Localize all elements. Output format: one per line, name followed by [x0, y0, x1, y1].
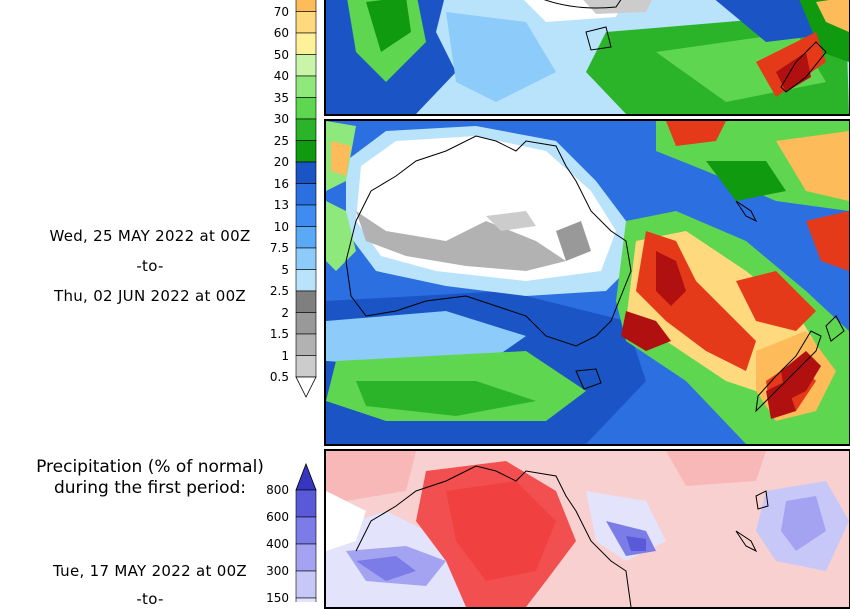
- anomaly-colorbar-tick-label: 600: [266, 510, 289, 524]
- anomaly-colorbar-tick-label: 800: [266, 483, 289, 497]
- precip-colorbar-band: [295, 355, 317, 378]
- map-previous-period: [324, 0, 850, 116]
- anomaly-colorbar-svg: [295, 462, 317, 609]
- precip-colorbar-tick-label: 40: [273, 69, 289, 83]
- anomaly-start-text: Tue, 17 MAY 2022 at 00Z: [52, 562, 248, 580]
- precip-colorbar-tick-label: 30: [273, 112, 289, 126]
- precip-colorbar-tick-label: 70: [273, 4, 289, 19]
- anomaly-colorbar-tick-label: 400: [266, 537, 289, 551]
- precip-colorbar-band: [295, 54, 317, 77]
- precip-colorbar-tick-label: 13: [273, 198, 289, 212]
- anomaly-colorbar-upper-arrow: [295, 462, 317, 491]
- anomaly-title-line2: during the first period:: [53, 478, 247, 498]
- precip-colorbar-tick-label: 0.5: [269, 370, 289, 384]
- period-end-text: Thu, 02 JUN 2022 at 00Z: [53, 287, 246, 305]
- map-precipitation-anomaly: [324, 449, 850, 609]
- precip-colorbar-lower-arrow: [295, 376, 317, 398]
- precip-colorbar-tick-label: 5: [281, 262, 289, 277]
- map-precipitation-forecast-svg: [326, 121, 849, 444]
- precip-colorbar-band: [295, 32, 317, 55]
- precip-colorbar-band: [295, 75, 317, 98]
- precip-colorbar-tick-label: 7.5: [269, 241, 289, 255]
- period-to-text: -to-: [136, 257, 164, 275]
- anomaly-title-line1: Precipitation (% of normal): [36, 457, 264, 477]
- precip-colorbar-tick-label: 16: [273, 176, 289, 191]
- precip-colorbar: [295, 0, 317, 420]
- precip-colorbar-svg: [295, 0, 317, 398]
- anomaly-colorbar: [295, 462, 317, 609]
- map-previous-period-svg: [326, 0, 849, 114]
- anomaly-colorbar-band: [295, 516, 317, 545]
- anomaly-colorbar-band: [295, 489, 317, 518]
- precip-colorbar-band: [295, 11, 317, 34]
- precip-colorbar-tick-label: 20: [273, 155, 289, 169]
- precip-colorbar-tick-label: 60: [273, 26, 289, 40]
- period-start-text: Wed, 25 MAY 2022 at 00Z: [49, 227, 251, 245]
- precip-colorbar-band: [295, 161, 317, 184]
- map-precipitation-anomaly-svg: [326, 451, 849, 607]
- precip-colorbar-tick-label: 1.5: [269, 327, 289, 341]
- anomaly-to-text: -to-: [136, 590, 164, 608]
- precip-colorbar-tick-label: 25: [273, 133, 289, 148]
- precip-colorbar-band: [295, 118, 317, 141]
- precip-colorbar-band: [295, 204, 317, 227]
- precip-colorbar-tick-label: 2: [281, 305, 289, 320]
- precip-colorbar-tick-label: 1: [281, 348, 289, 363]
- precip-colorbar-band: [295, 333, 317, 356]
- precip-colorbar-tick-label: 50: [273, 47, 289, 62]
- precip-colorbar-tick-label: 2.5: [269, 284, 289, 298]
- precip-colorbar-band: [295, 183, 317, 206]
- precip-colorbar-tick-label: 10: [273, 219, 289, 234]
- precip-colorbar-tick-label: 35: [273, 90, 289, 105]
- precip-colorbar-band: [295, 312, 317, 335]
- precip-colorbar-band: [295, 97, 317, 120]
- precip-colorbar-band: [295, 140, 317, 163]
- precip-colorbar-band: [295, 0, 317, 12]
- anomaly-colorbar-tick-label: 300: [266, 564, 289, 578]
- map-precipitation-forecast: [324, 119, 850, 446]
